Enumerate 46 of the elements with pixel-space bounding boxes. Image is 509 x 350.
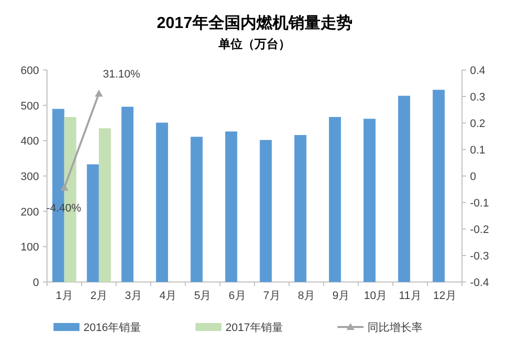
y-tick-label: 200 <box>20 206 39 218</box>
y2-tick-label: -0.1 <box>470 198 489 210</box>
bar <box>225 131 238 282</box>
x-tick-label: 10月 <box>364 290 388 302</box>
y2-tick-label: -0.4 <box>470 277 489 289</box>
y2-tick-label: 0.1 <box>470 144 486 156</box>
x-tick-label: 3月 <box>124 290 142 302</box>
y2-tick-label: 0.3 <box>470 92 486 104</box>
chart-title: 2017年全国内燃机销量走势 <box>156 14 352 32</box>
y2-tick-label: -0.3 <box>470 250 489 262</box>
y-tick-label: 500 <box>20 100 39 112</box>
bar <box>294 135 306 282</box>
bar <box>121 106 134 282</box>
y2-tick-label: 0.4 <box>470 65 486 77</box>
y-tick-label: 0 <box>32 277 39 289</box>
chart-subtitle: 单位（万台） <box>218 37 290 51</box>
x-tick-label: 2月 <box>90 290 108 302</box>
bar <box>190 136 203 282</box>
x-tick-label: 8月 <box>298 290 315 302</box>
y2-tick-label: 0.2 <box>470 118 486 130</box>
legend-label: 同比增长率 <box>368 321 422 334</box>
x-tick-label: 4月 <box>159 290 177 302</box>
bar <box>260 140 272 282</box>
y2-tick-label: 0 <box>470 171 476 183</box>
bar <box>98 128 111 282</box>
bar <box>86 164 99 282</box>
bar <box>432 90 445 282</box>
x-tick-label: 1月 <box>56 290 73 302</box>
x-tick-label: 6月 <box>228 290 246 302</box>
y-tick-label: 100 <box>20 242 39 254</box>
x-tick-label: 5月 <box>194 290 212 302</box>
x-tick-label: 11月 <box>398 290 422 302</box>
x-tick-label: 7月 <box>263 290 280 302</box>
bar <box>156 122 168 282</box>
legend-label: 2017年销量 <box>226 322 283 334</box>
bar <box>398 96 410 282</box>
y-tick-label: 600 <box>20 65 39 77</box>
legend-label: 2016年销量 <box>84 322 141 334</box>
bar <box>364 118 376 282</box>
bar <box>328 116 341 282</box>
y2-tick-label: -0.2 <box>470 224 489 236</box>
y-tick-label: 300 <box>20 171 39 183</box>
x-tick-label: 9月 <box>332 290 350 302</box>
x-tick-label: 12月 <box>433 290 456 302</box>
y-tick-label: 400 <box>20 136 39 148</box>
data-label: 31.10% <box>102 68 140 81</box>
